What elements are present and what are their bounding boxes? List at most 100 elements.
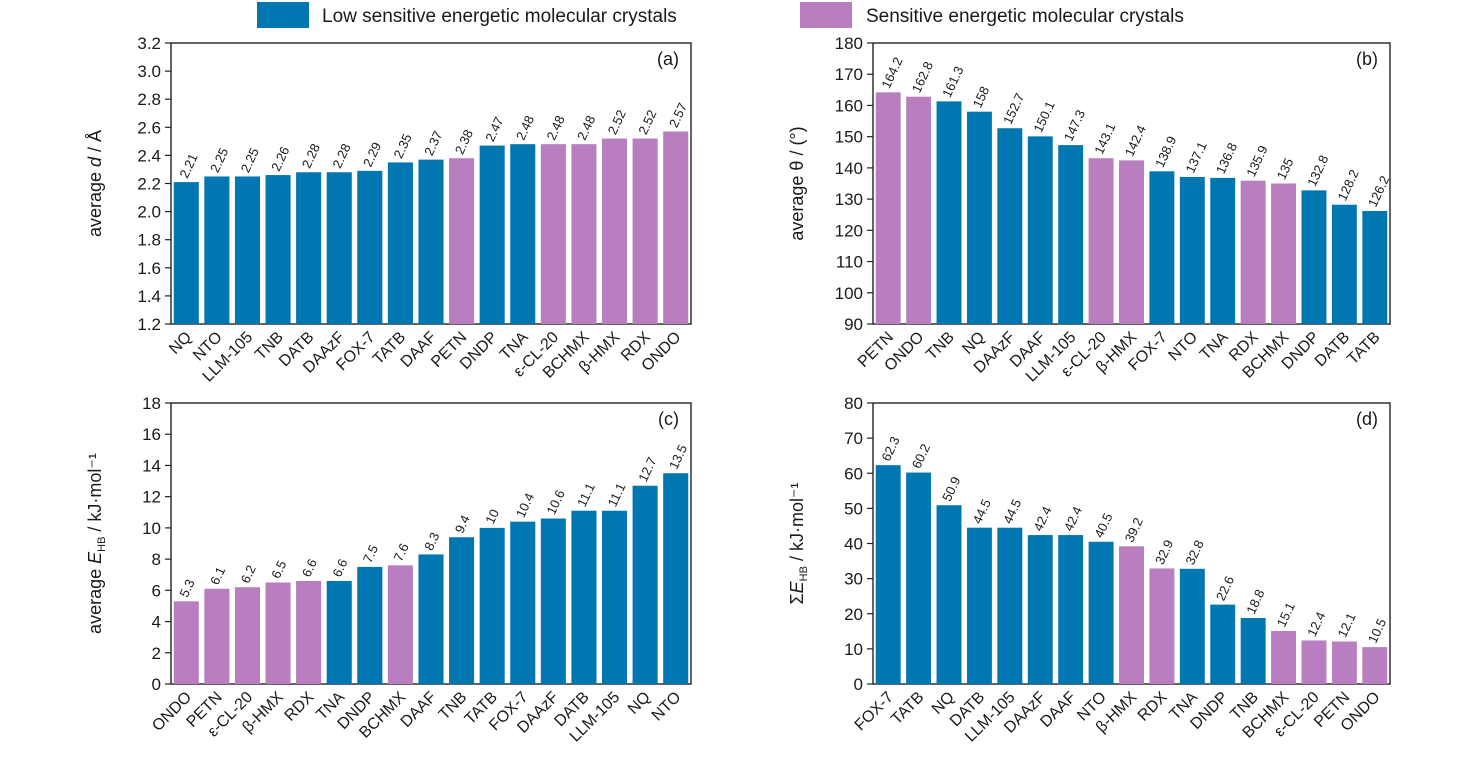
bar-daaf bbox=[1027, 136, 1053, 324]
bar-rdx bbox=[1240, 180, 1266, 324]
y-tick-label: 1.8 bbox=[137, 231, 161, 250]
y-tick-label: 170 bbox=[835, 65, 863, 84]
y-tick-label: 16 bbox=[142, 425, 161, 444]
y-tick-label: 160 bbox=[835, 96, 863, 115]
data-label: 158 bbox=[970, 84, 993, 110]
data-label: 162.8 bbox=[909, 59, 936, 95]
bar-fox-7 bbox=[875, 465, 901, 684]
data-label: 137.1 bbox=[1182, 139, 1209, 175]
x-tick-label: TNA bbox=[1197, 329, 1232, 364]
bar-fox-7 bbox=[357, 170, 383, 324]
x-tick-label: RDX bbox=[282, 689, 318, 725]
data-label: 138.9 bbox=[1152, 134, 1179, 170]
legend-label-sensitive: Sensitive energetic molecular crystals bbox=[866, 6, 1184, 27]
data-label: 135 bbox=[1274, 156, 1297, 182]
y-tick-label: 1.2 bbox=[137, 315, 161, 334]
data-label: 5.3 bbox=[176, 577, 197, 600]
bar-nto bbox=[663, 473, 689, 684]
y-tick-label: 2.8 bbox=[137, 90, 161, 109]
data-label: 2.47 bbox=[482, 115, 506, 144]
bar-ondo bbox=[173, 601, 199, 684]
x-tick-label: DAAF bbox=[1037, 689, 1079, 731]
data-label: 152.7 bbox=[1000, 91, 1027, 127]
data-label: 40.5 bbox=[1091, 511, 1115, 540]
data-label: 128.2 bbox=[1335, 167, 1362, 203]
y-tick-label: 2.6 bbox=[137, 118, 161, 137]
bar-daaf bbox=[418, 554, 444, 684]
bar-rdx bbox=[296, 580, 322, 684]
y-tick-label: 6 bbox=[152, 581, 161, 600]
bar-rdx bbox=[632, 138, 658, 324]
data-label: 2.35 bbox=[391, 131, 415, 160]
y-tick-label: 10 bbox=[142, 519, 161, 538]
data-label: 164.2 bbox=[878, 55, 905, 91]
x-tick-label: NTO bbox=[649, 689, 685, 725]
data-label: 2.28 bbox=[299, 141, 323, 170]
bar-dndp bbox=[1210, 604, 1236, 684]
y-tick-label: 2.4 bbox=[137, 146, 161, 165]
data-label: 39.2 bbox=[1122, 515, 1146, 544]
bar--hmx bbox=[1119, 160, 1144, 324]
bar-daaf bbox=[1058, 535, 1084, 684]
data-label: 15.1 bbox=[1274, 600, 1298, 629]
data-label: 126.2 bbox=[1365, 173, 1392, 209]
data-label: 44.5 bbox=[970, 497, 994, 526]
bar-datb bbox=[571, 510, 597, 684]
y-tick-label: 90 bbox=[844, 315, 863, 334]
y-tick-label: 2.2 bbox=[137, 175, 161, 194]
bar-nto bbox=[1179, 176, 1205, 324]
data-label: 10.6 bbox=[543, 488, 567, 517]
y-tick-label: 180 bbox=[835, 34, 863, 53]
bar-daaf bbox=[418, 159, 444, 324]
y-tick-label: 14 bbox=[142, 456, 161, 475]
panel-label: (c) bbox=[658, 409, 679, 429]
bar--hmx bbox=[1119, 546, 1144, 684]
panel-label: (d) bbox=[1356, 409, 1378, 429]
bar-nq bbox=[936, 505, 962, 684]
data-label: 2.26 bbox=[268, 144, 292, 173]
bar-tnb bbox=[449, 537, 475, 684]
bar-ondo bbox=[663, 131, 689, 324]
x-tick-label: TATB bbox=[1344, 329, 1383, 368]
data-label: 42.4 bbox=[1061, 504, 1085, 533]
bar-nq bbox=[173, 182, 199, 324]
bar-tna bbox=[326, 580, 352, 684]
bar--hmx bbox=[265, 582, 291, 684]
chart-panel-d: 0102030405060708062.3FOX-760.2TATB50.9NQ… bbox=[787, 394, 1391, 745]
data-label: 11.1 bbox=[605, 481, 629, 509]
bar--cl-20 bbox=[1301, 640, 1327, 684]
y-axis-label: ΣEHB / kJ·mol⁻¹ bbox=[787, 483, 810, 605]
bar-dndp bbox=[357, 566, 383, 684]
bar-fox-7 bbox=[1149, 171, 1175, 324]
legend-swatch-low bbox=[257, 2, 309, 28]
data-label: 18.8 bbox=[1243, 587, 1267, 616]
bar-daazf bbox=[997, 128, 1023, 324]
data-label: 150.1 bbox=[1030, 99, 1057, 135]
bar-nq bbox=[966, 111, 992, 324]
data-label: 2.28 bbox=[329, 141, 353, 170]
data-label: 2.57 bbox=[666, 101, 690, 130]
y-tick-label: 12 bbox=[142, 488, 161, 507]
data-label: 143.1 bbox=[1091, 121, 1118, 157]
bar-tnb bbox=[936, 101, 962, 324]
bar-nq bbox=[632, 485, 658, 684]
bar--hmx bbox=[601, 138, 628, 324]
bar-dndp bbox=[1301, 190, 1327, 324]
data-label: 2.21 bbox=[176, 151, 200, 180]
data-label: 50.9 bbox=[939, 474, 963, 503]
data-label: 7.5 bbox=[360, 542, 381, 565]
data-label: 6.1 bbox=[207, 564, 228, 587]
y-tick-label: 0 bbox=[854, 675, 863, 694]
data-label: 6.6 bbox=[299, 557, 320, 580]
y-tick-label: 3.0 bbox=[137, 62, 161, 81]
data-label: 32.9 bbox=[1152, 537, 1176, 566]
data-label: 32.8 bbox=[1182, 538, 1206, 567]
legend-label-low: Low sensitive energetic molecular crysta… bbox=[322, 6, 677, 27]
y-tick-label: 30 bbox=[844, 570, 863, 589]
bar-llm-105 bbox=[997, 527, 1023, 684]
data-label: 7.6 bbox=[391, 541, 412, 564]
data-label: 12.7 bbox=[635, 455, 659, 484]
bar-datb bbox=[1331, 204, 1357, 324]
bar-petn bbox=[449, 158, 475, 324]
